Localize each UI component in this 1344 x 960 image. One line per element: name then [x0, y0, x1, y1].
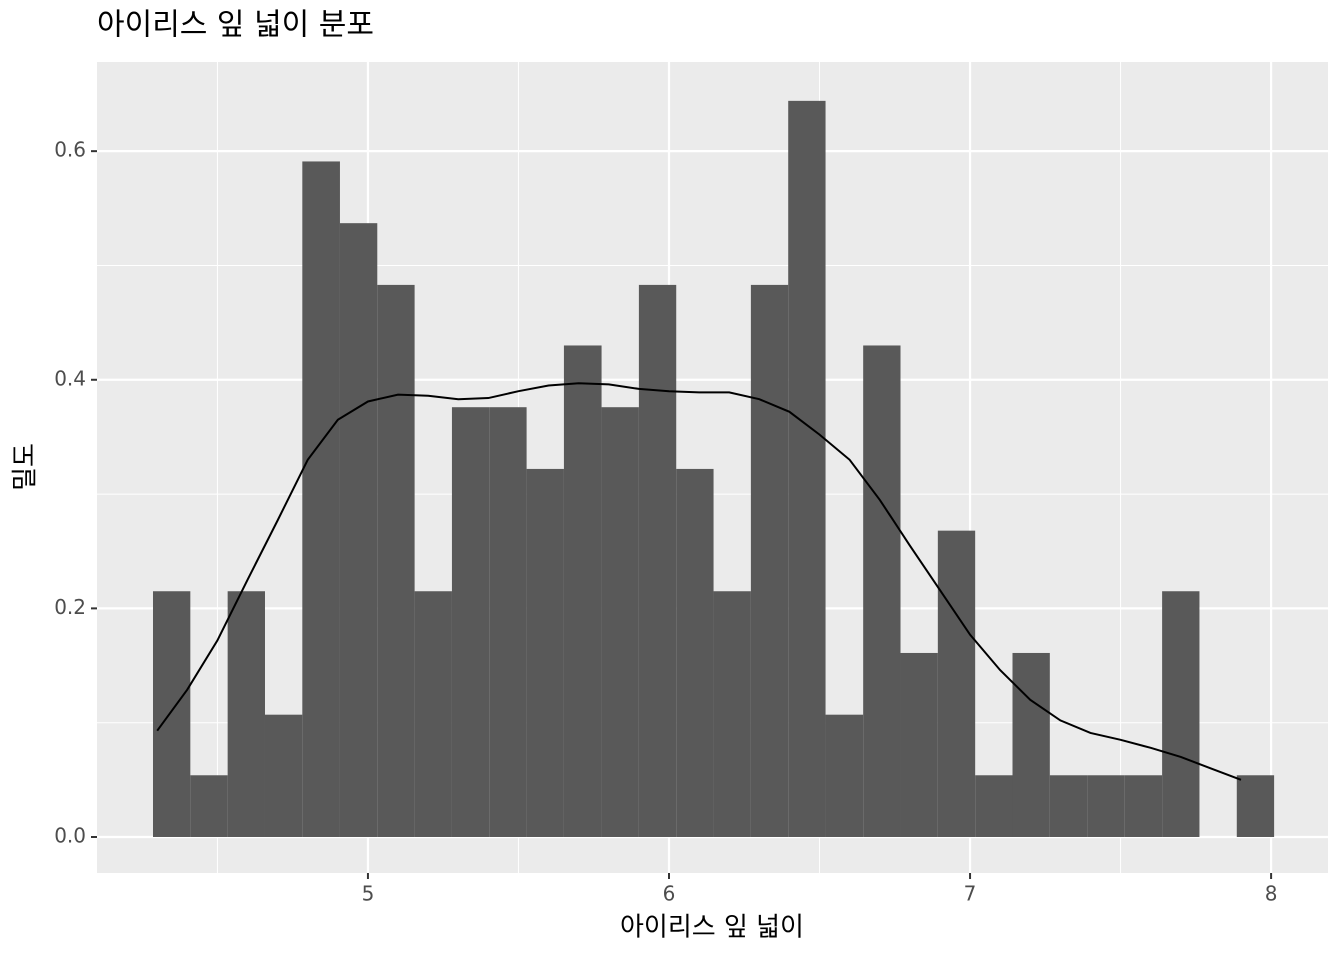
- bar: [1162, 591, 1200, 837]
- bar: [1124, 775, 1163, 837]
- bar: [414, 591, 452, 837]
- y-tick-label: 0.6: [54, 138, 86, 162]
- bar: [975, 775, 1013, 837]
- bar: [1049, 775, 1088, 837]
- x-tick-label: 6: [663, 882, 676, 906]
- bar: [152, 591, 191, 837]
- bar: [563, 345, 602, 837]
- x-axis-label: 아이리스 잎 넓이: [620, 913, 804, 943]
- bar: [1236, 775, 1275, 837]
- bar: [377, 284, 415, 837]
- density-curve: [156, 382, 1242, 781]
- y-axis-label: 밀도: [11, 443, 41, 491]
- bar: [601, 407, 639, 837]
- bar: [825, 714, 864, 837]
- bar: [264, 714, 303, 837]
- bar: [900, 652, 938, 837]
- bar: [713, 591, 751, 837]
- x-tick-label: 8: [1265, 882, 1278, 906]
- bar: [863, 345, 901, 837]
- bar: [788, 100, 826, 837]
- bar: [227, 591, 265, 837]
- bar: [1087, 775, 1125, 837]
- bar: [1012, 652, 1050, 837]
- bar: [526, 468, 564, 837]
- bar: [638, 284, 677, 837]
- bar: [489, 407, 527, 837]
- y-tick-label: 0.2: [54, 595, 86, 619]
- bar: [339, 223, 378, 837]
- bar: [302, 161, 340, 837]
- x-tick-label: 5: [362, 882, 375, 906]
- y-tick-label: 0.0: [54, 823, 86, 847]
- bar: [937, 530, 976, 837]
- y-tick-label: 0.4: [54, 366, 86, 390]
- bar: [190, 775, 228, 837]
- bar: [451, 407, 490, 837]
- x-tick-label: 7: [964, 882, 977, 906]
- chart-title: 아이리스 잎 넓이 분포: [97, 8, 374, 43]
- bar: [676, 468, 714, 837]
- bar: [750, 284, 789, 837]
